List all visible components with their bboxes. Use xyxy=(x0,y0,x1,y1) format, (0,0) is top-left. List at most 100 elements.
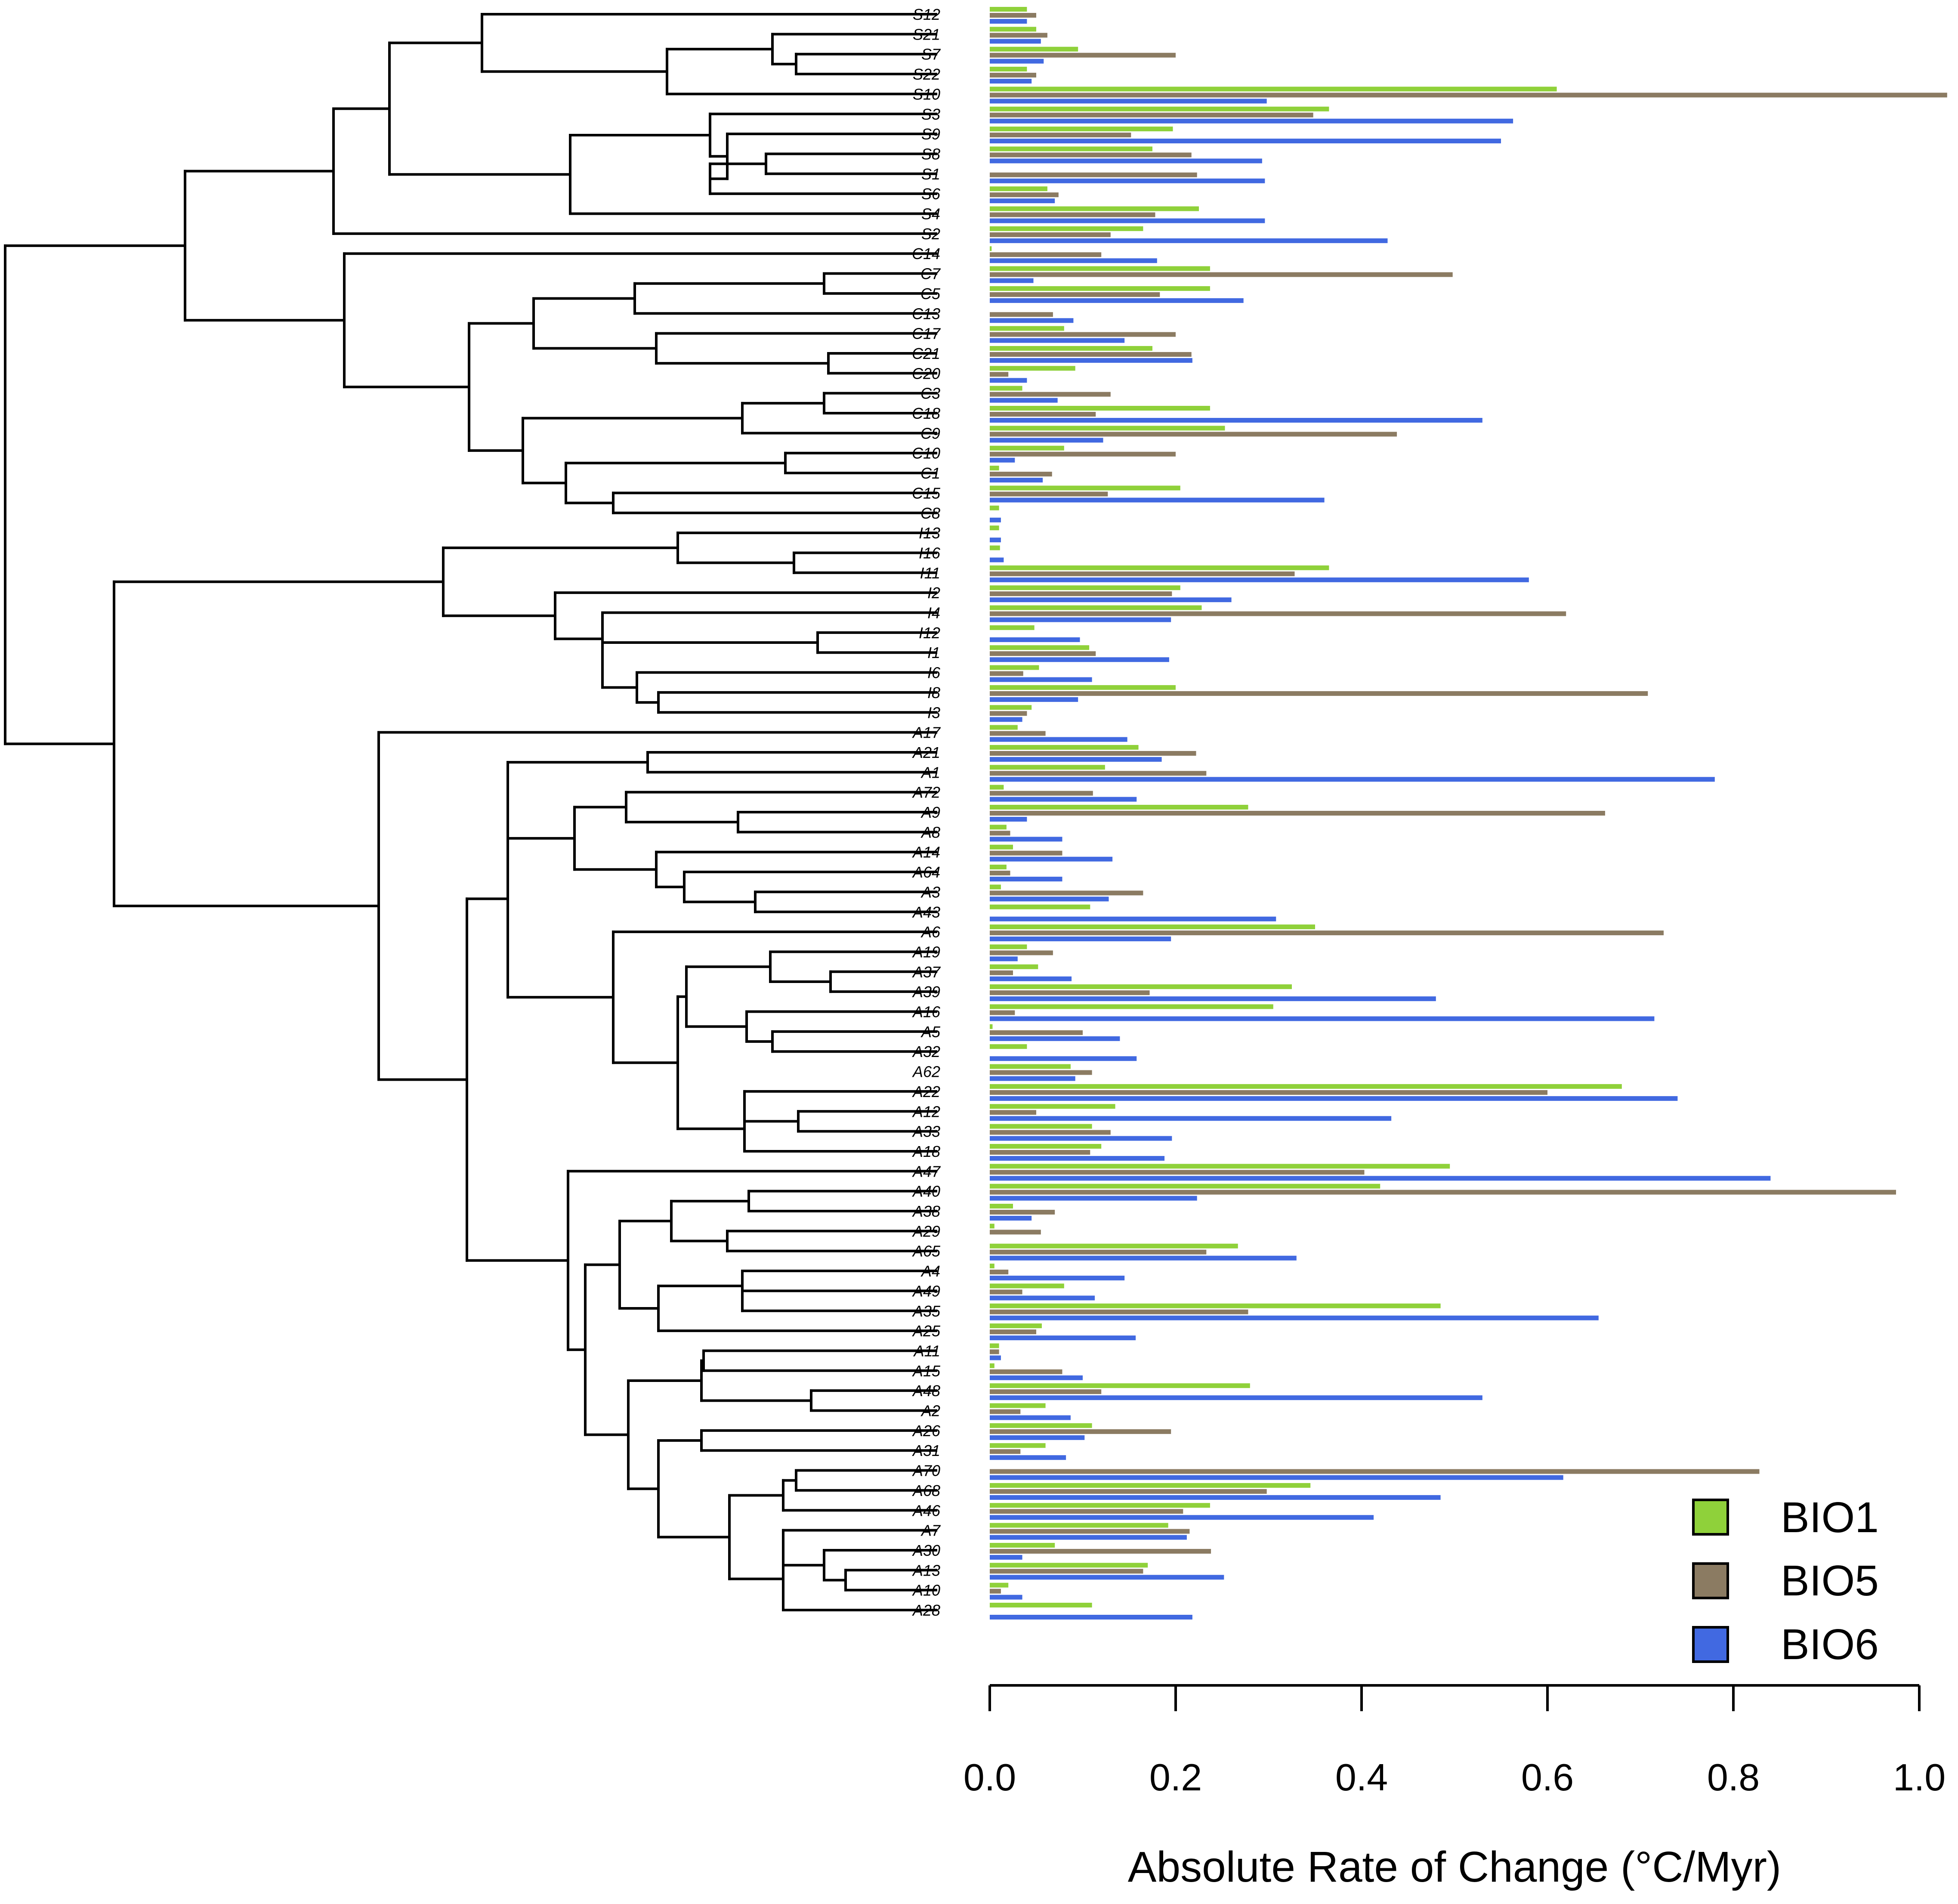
tip-label-a49: A49 xyxy=(912,1282,940,1300)
bar-bio5-s7 xyxy=(990,53,1176,58)
bar-bio5-i2 xyxy=(990,591,1172,597)
bar-bio1-a48 xyxy=(990,1383,1250,1388)
bar-bio6-a26 xyxy=(990,1435,1085,1440)
tip-label-a16: A16 xyxy=(912,1003,941,1021)
bar-bio6-a15 xyxy=(990,1375,1083,1380)
tip-label-a3: A3 xyxy=(920,883,940,901)
bar-bio1-a2 xyxy=(990,1403,1046,1408)
tip-label-a13: A13 xyxy=(912,1561,940,1579)
bar-bio1-a8 xyxy=(990,825,1007,830)
bar-bio5-a25 xyxy=(990,1329,1036,1335)
bar-bio5-a19 xyxy=(990,950,1053,955)
bar-bio5-a15 xyxy=(990,1369,1062,1374)
bar-bio6-i8 xyxy=(990,697,1078,702)
tip-label-c18: C18 xyxy=(912,405,940,422)
bar-bio5-i8 xyxy=(990,691,1648,696)
tip-label-a30: A30 xyxy=(912,1542,940,1559)
tip-label-s8: S8 xyxy=(921,145,940,163)
legend-swatch-bio6 xyxy=(1692,1626,1729,1663)
tip-label-s22: S22 xyxy=(913,65,940,83)
bar-bio1-c10 xyxy=(990,445,1064,451)
legend-label-bio6: BIO6 xyxy=(1781,1620,1879,1669)
bar-bio5-c18 xyxy=(990,412,1096,417)
tip-label-a62: A62 xyxy=(912,1063,940,1081)
bar-bio5-a62 xyxy=(990,1070,1092,1075)
bar-bio6-a62 xyxy=(990,1076,1075,1081)
bar-bio1-a10 xyxy=(990,1583,1009,1588)
bar-bio5-a65 xyxy=(990,1249,1207,1255)
tip-label-i12: I12 xyxy=(919,624,940,642)
bar-bio1-c15 xyxy=(990,485,1180,491)
legend: BIO1 BIO5 BIO6 xyxy=(1692,1493,1879,1669)
bar-bio1-a49 xyxy=(990,1283,1064,1289)
bar-bio1-a30 xyxy=(990,1542,1055,1548)
bar-bio5-a17 xyxy=(990,731,1046,736)
tip-label-a31: A31 xyxy=(912,1442,940,1459)
tip-label-s10: S10 xyxy=(913,85,940,103)
bar-bio5-a40 xyxy=(990,1190,1896,1195)
bar-bio1-i16 xyxy=(990,545,1000,550)
bar-bio6-a68 xyxy=(990,1495,1441,1500)
bar-bio6-a10 xyxy=(990,1595,1022,1600)
bar-bio6-a35 xyxy=(990,1315,1599,1320)
tip-label-a26: A26 xyxy=(912,1422,941,1440)
bar-bio6-c9 xyxy=(990,438,1103,443)
bar-bio1-a43 xyxy=(990,904,1090,909)
bar-bio5-c3 xyxy=(990,392,1111,397)
tip-label-i2: I2 xyxy=(927,584,940,602)
tip-label-a35: A35 xyxy=(912,1302,941,1320)
bar-bio5-c15 xyxy=(990,491,1108,497)
bar-bio6-c15 xyxy=(990,498,1325,503)
tip-label-s1: S1 xyxy=(921,165,940,183)
bar-bio5-a16 xyxy=(990,1010,1015,1015)
bar-bio6-s3 xyxy=(990,118,1513,124)
bar-bio1-c20 xyxy=(990,366,1075,371)
tip-label-i8: I8 xyxy=(927,684,940,702)
legend-item-bio5: BIO5 xyxy=(1692,1557,1879,1605)
bar-bio6-s22 xyxy=(990,79,1032,84)
bar-bio5-a4 xyxy=(990,1270,1009,1275)
bar-bio5-a10 xyxy=(990,1589,1001,1594)
bar-bio1-a11 xyxy=(990,1343,999,1348)
bar-bio6-a32 xyxy=(990,1056,1137,1061)
tip-label-a32: A32 xyxy=(912,1043,940,1060)
legend-swatch-bio1 xyxy=(1692,1499,1729,1536)
bar-bio5-s22 xyxy=(990,73,1036,78)
bar-bio1-a6 xyxy=(990,924,1315,930)
bar-bio6-i11 xyxy=(990,577,1529,582)
bar-bio6-c3 xyxy=(990,398,1058,403)
bar-bio6-i3 xyxy=(990,717,1022,722)
tip-label-a48: A48 xyxy=(912,1382,940,1400)
bar-bio5-c13 xyxy=(990,312,1053,317)
tip-label-a22: A22 xyxy=(912,1083,940,1100)
bar-bio5-a72 xyxy=(990,791,1093,796)
bar-bio1-s12 xyxy=(990,7,1027,12)
bar-bio6-a17 xyxy=(990,737,1127,742)
tip-label-a33: A33 xyxy=(912,1123,940,1141)
tip-label-a40: A40 xyxy=(912,1183,940,1200)
tip-label-a39: A39 xyxy=(912,983,940,1001)
bar-bio6-s9 xyxy=(990,139,1501,144)
tip-label-a43: A43 xyxy=(912,903,940,921)
bar-bio1-i11 xyxy=(990,565,1329,570)
tip-label-a9: A9 xyxy=(920,804,940,821)
bar-bio6-a2 xyxy=(990,1415,1071,1420)
bar-bio6-s10 xyxy=(990,99,1267,104)
bar-bio5-a11 xyxy=(990,1349,999,1354)
bar-bio5-a14 xyxy=(990,850,1062,856)
bar-bio5-s9 xyxy=(990,133,1131,138)
tip-label-s21: S21 xyxy=(913,25,940,43)
bar-bio5-a3 xyxy=(990,890,1143,896)
bar-bio6-i13 xyxy=(990,538,1001,543)
bar-bio1-c9 xyxy=(990,426,1225,431)
bar-bio5-c21 xyxy=(990,352,1192,357)
bar-bio6-a31 xyxy=(990,1455,1066,1460)
bar-bio6-a3 xyxy=(990,896,1109,902)
tip-label-c9: C9 xyxy=(920,424,940,442)
bar-bio6-a19 xyxy=(990,956,1018,961)
bar-area xyxy=(990,7,1947,1620)
bar-bio1-i13 xyxy=(990,525,999,531)
bar-bio6-a8 xyxy=(990,837,1062,842)
bar-bio1-s6 xyxy=(990,186,1047,192)
